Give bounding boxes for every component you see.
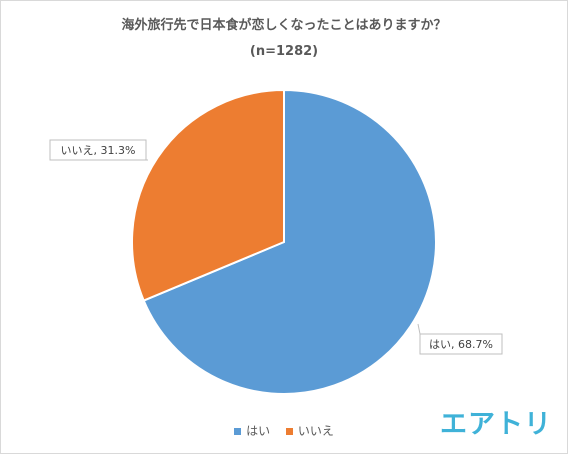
chart-subtitle: (n=1282) — [249, 44, 319, 59]
pie-slice-yes — [142, 88, 437, 395]
legend-label-no: いいえ — [297, 424, 334, 438]
chart-title: 海外旅行先で日本食が恋しくなったことはありますか？ — [121, 18, 447, 33]
data-label-yes: はい, 68.7% — [417, 323, 503, 355]
legend-swatch-no — [285, 428, 293, 435]
legend-label-yes: はい — [246, 424, 271, 438]
data-label-no: いいえ, 31.3% — [49, 139, 148, 161]
brand-logo: エアトリ — [440, 409, 552, 440]
legend-item-yes: はい — [234, 422, 270, 439]
data-label-yes-text: はい, 68.7% — [429, 338, 493, 351]
data-label-no-text: いいえ, 31.3% — [61, 144, 136, 157]
legend-item-no: いいえ — [285, 422, 334, 439]
chart-legend: はい いいえ — [0, 422, 568, 439]
legend-swatch-yes — [234, 428, 242, 435]
pie-slice-no — [131, 88, 285, 302]
